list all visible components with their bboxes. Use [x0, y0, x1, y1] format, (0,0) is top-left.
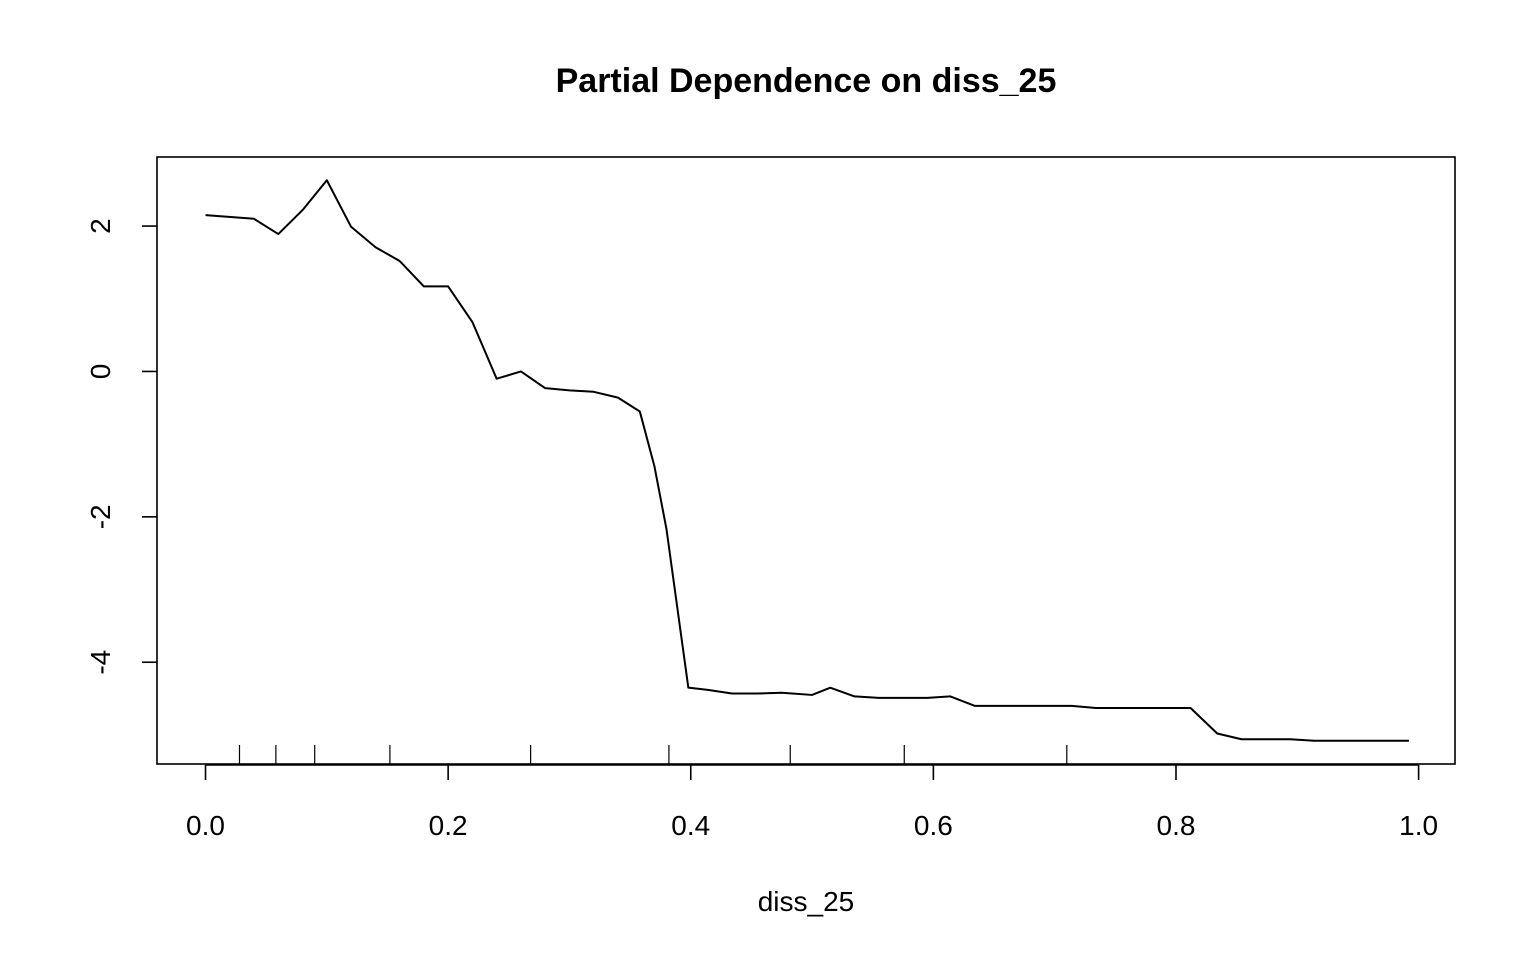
y-tick-label: -4: [85, 650, 116, 675]
y-tick-label: 2: [85, 218, 116, 234]
rug-marks: [238, 745, 1068, 764]
x-axis: 0.0 0.2 0.4 0.6 0.8 1.0: [186, 764, 1438, 841]
y-axis: 2 0 -2 -4: [85, 218, 157, 675]
x-tick-label: 0.8: [1157, 810, 1196, 841]
x-tick-label: 0.2: [429, 810, 468, 841]
x-tick-label: 1.0: [1399, 810, 1438, 841]
y-tick-label: -2: [85, 504, 116, 529]
x-tick-label: 0.0: [186, 810, 225, 841]
x-tick-label: 0.6: [914, 810, 953, 841]
y-tick-label: 0: [85, 364, 116, 380]
plot-frame: [156, 156, 1456, 765]
partial-dependence-line: [205, 179, 1409, 742]
x-tick-label: 0.4: [671, 810, 710, 841]
x-axis-label: diss_25: [758, 886, 855, 917]
chart-title: Partial Dependence on diss_25: [556, 62, 1057, 100]
